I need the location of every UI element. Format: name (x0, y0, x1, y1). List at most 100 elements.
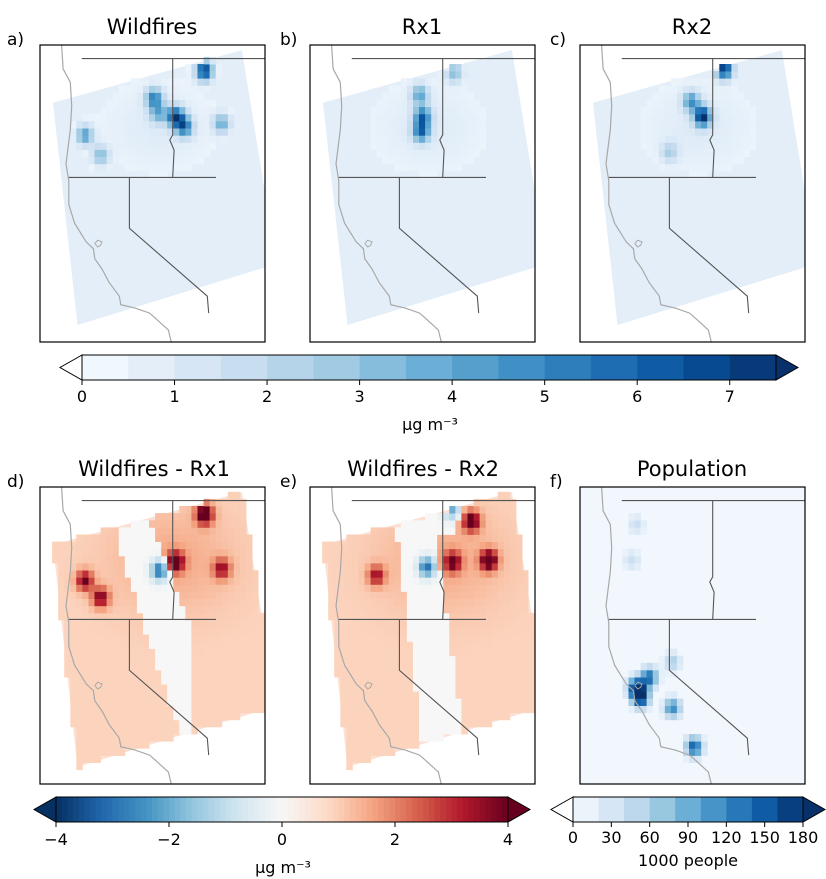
heat-cell (683, 99, 690, 108)
heat-cell (221, 527, 229, 535)
colorbar-extend-min (32, 796, 57, 823)
heat-cell (455, 135, 462, 143)
heat-cell (215, 64, 223, 72)
heat-cell (149, 85, 156, 93)
heat-cell (203, 648, 211, 657)
heat-cell (622, 691, 629, 699)
heat-cell (400, 734, 408, 742)
heat-cell (124, 691, 132, 699)
heat-cell (233, 506, 241, 514)
heat-cell (155, 135, 162, 143)
heat-cell (731, 64, 738, 72)
heat-cell (376, 691, 384, 699)
heat-cell (179, 698, 186, 706)
heat-cell (388, 85, 396, 93)
heat-cell (346, 712, 353, 721)
heat-cell (437, 620, 444, 628)
heat-cell (118, 662, 126, 671)
heat-cell (449, 641, 456, 649)
heat-cell (94, 591, 101, 599)
heat-cell (161, 684, 168, 692)
heat-cell (215, 620, 223, 628)
heat-cell (455, 534, 462, 542)
heat-cell (400, 655, 408, 664)
heat-cell (473, 634, 481, 642)
heat-cell (473, 548, 481, 557)
heat-cell (394, 591, 402, 599)
heat-cell (179, 627, 186, 635)
heat-cell (191, 670, 198, 678)
heat-cell (509, 705, 517, 714)
heat-cell (664, 691, 672, 699)
heat-cell (191, 655, 198, 664)
heat-cell (388, 121, 396, 129)
heat-cell (203, 605, 211, 614)
heat-cell (731, 99, 738, 108)
heat-cell (149, 106, 156, 115)
heat-cell (394, 135, 402, 143)
heat-cell (431, 727, 438, 735)
heat-cell (118, 541, 126, 550)
heat-cell (413, 584, 420, 592)
heat-cell (382, 142, 390, 150)
heat-cell (406, 691, 414, 699)
heat-cell (394, 698, 402, 706)
heat-cell (185, 648, 192, 657)
heat-cell (443, 135, 450, 143)
heat-cell (743, 113, 751, 122)
heat-cell (179, 677, 186, 685)
heat-cell (143, 698, 150, 706)
heat-cell (179, 149, 186, 157)
heat-cell (106, 106, 114, 115)
heat-cell (658, 712, 666, 721)
heat-cell (358, 662, 365, 671)
heat-cell (191, 534, 198, 542)
heat-cell (364, 741, 371, 749)
heat-cell (161, 513, 168, 521)
heat-cell (364, 719, 371, 728)
heat-cell (689, 170, 696, 179)
heat-cell (143, 634, 150, 642)
heat-cell (749, 113, 757, 122)
heat-cell (161, 113, 168, 122)
heat-cell (701, 135, 708, 143)
heat-cell (449, 513, 456, 521)
heat-cell (443, 691, 450, 699)
heat-cell (737, 149, 744, 157)
heat-cell (497, 555, 505, 564)
heat-cell (652, 106, 660, 115)
heat-cell (376, 598, 384, 607)
heat-cell (173, 691, 180, 699)
heat-cell (185, 727, 192, 735)
heat-cell (258, 648, 265, 657)
heat-cell (713, 121, 720, 129)
colorbar-bin (95, 797, 102, 822)
heat-cell (467, 106, 474, 115)
heat-cell (370, 670, 378, 678)
heat-cell (370, 684, 378, 692)
heat-cell (82, 612, 89, 621)
heat-cell (334, 548, 341, 557)
heat-cell (491, 691, 499, 699)
heat-cell (328, 570, 335, 578)
heat-cell (646, 677, 654, 685)
heat-cell (179, 655, 186, 664)
heat-cell (221, 135, 229, 143)
heat-cell (179, 135, 186, 143)
heat-cell (376, 641, 384, 649)
heat-cell (76, 705, 83, 714)
heat-cell (106, 156, 114, 165)
coastline (331, 486, 442, 785)
colorbar-bin (265, 797, 272, 822)
heat-cell (167, 727, 174, 735)
heat-cell (173, 684, 180, 692)
heat-cell (634, 563, 641, 571)
heat-cell (124, 627, 132, 635)
heat-cell (737, 121, 744, 129)
heat-cell (491, 648, 499, 657)
heat-cell (370, 748, 378, 756)
heat-cell (461, 698, 468, 706)
heat-cell (233, 691, 241, 699)
heat-cell (215, 627, 223, 635)
heat-cell (449, 705, 456, 714)
